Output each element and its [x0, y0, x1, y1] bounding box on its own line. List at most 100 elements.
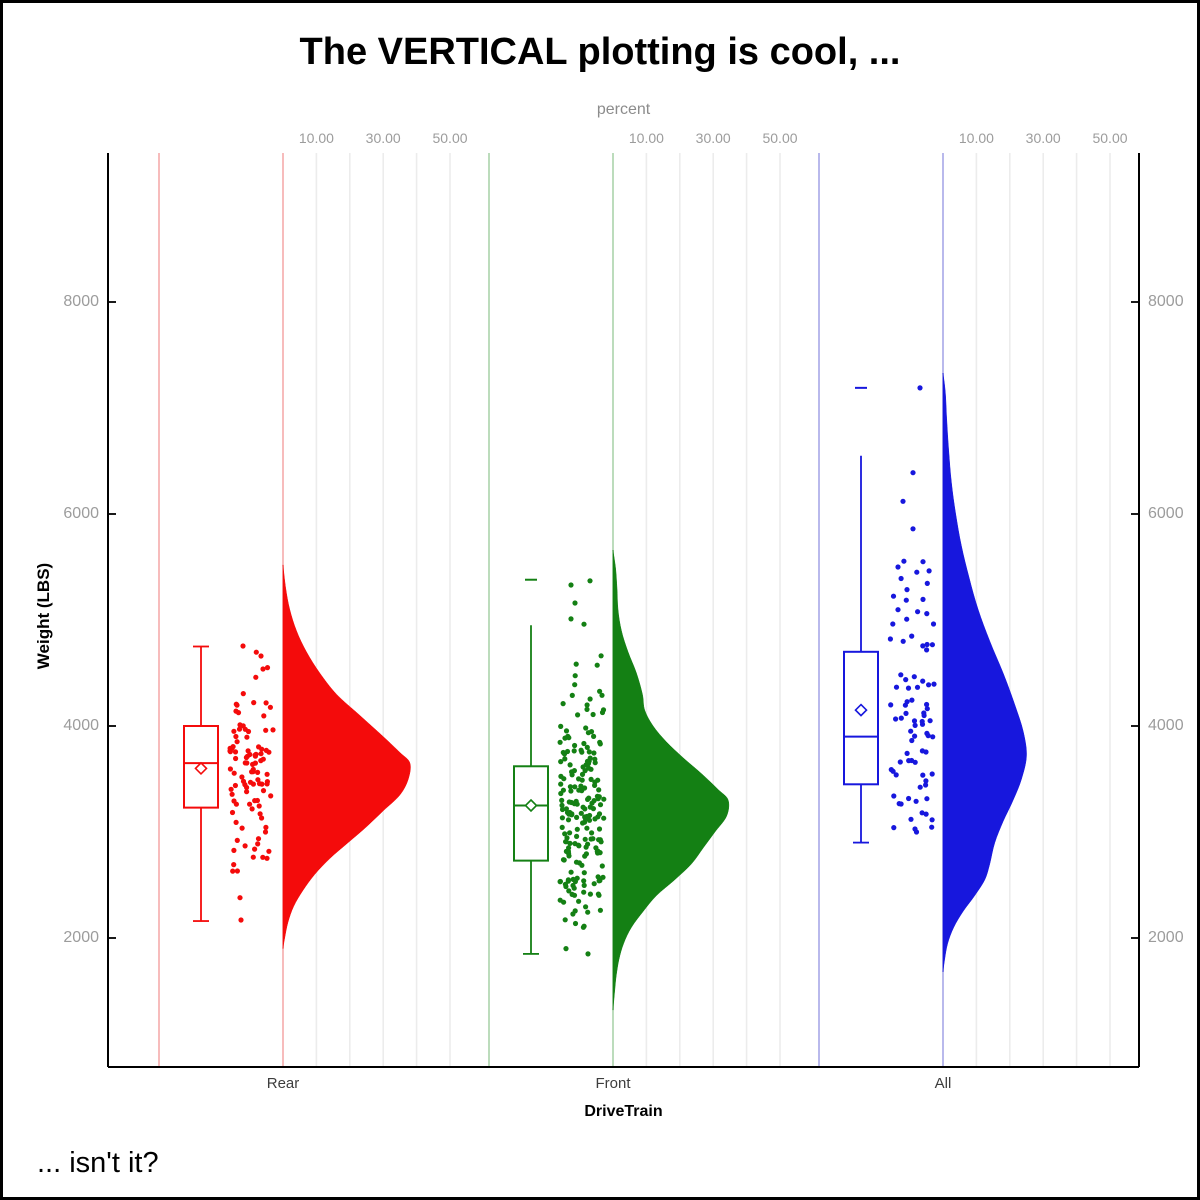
jitter-point-rear	[234, 837, 240, 844]
x-axis-title: DriveTrain	[584, 1103, 663, 1120]
jitter-point-rear	[242, 782, 248, 788]
jitter-point-front	[581, 878, 587, 884]
jitter-point-rear	[257, 811, 263, 817]
violin-all	[942, 372, 1027, 972]
jitter-point-all	[896, 801, 902, 807]
jitter-point-all	[925, 733, 931, 739]
jitter-point-all	[910, 526, 916, 532]
jitter-point-front	[586, 795, 592, 801]
jitter-point-rear	[232, 749, 239, 755]
jitter-point-front	[558, 773, 564, 780]
jitter-point-all	[895, 607, 901, 613]
jitter-point-front	[578, 810, 584, 816]
jitter-point-front	[583, 904, 589, 910]
footnote-text: ... isn't it?	[37, 1147, 159, 1179]
jitter-point-rear	[233, 819, 239, 826]
jitter-point-rear	[262, 829, 269, 835]
jitter-point-rear	[259, 815, 265, 821]
jitter-point-front	[562, 917, 568, 923]
jitter-point-rear	[252, 752, 258, 758]
jitter-point-all	[887, 636, 894, 642]
jitter-point-all	[888, 767, 894, 773]
jitter-point-rear	[235, 710, 242, 716]
jitter-point-front	[595, 814, 601, 820]
jitter-point-front	[582, 814, 588, 820]
jitter-point-front	[585, 909, 591, 915]
jitter-point-front	[599, 863, 605, 869]
jitter-point-all	[914, 684, 921, 690]
jitter-point-front	[576, 860, 583, 866]
jitter-point-front	[557, 739, 563, 745]
y-tick-label-left-4000: 4000	[63, 717, 99, 734]
jitter-point-front	[590, 836, 596, 842]
jitter-point-front	[585, 730, 592, 736]
mean-diamond-front	[524, 798, 538, 813]
jitter-point-rear	[263, 700, 269, 706]
category-label-front: Front	[595, 1075, 631, 1092]
jitter-point-front	[572, 920, 579, 927]
jitter-point-all	[927, 718, 933, 724]
jitter-point-front	[567, 840, 573, 847]
percent-tick-label-front-10.00: 10.00	[628, 130, 664, 146]
jitter-point-front	[568, 616, 574, 622]
jitter-point-rear	[245, 748, 251, 754]
jitter-point-rear	[268, 793, 274, 799]
jitter-point-front	[559, 824, 565, 831]
jitter-point-front	[574, 826, 580, 832]
jitter-point-all	[911, 718, 918, 724]
jitter-point-all	[888, 702, 894, 708]
violin-rear	[282, 564, 411, 949]
jitter-point-rear	[250, 781, 256, 787]
jitter-point-front	[559, 802, 565, 809]
jitter-point-rear	[250, 761, 256, 768]
jitter-point-front	[562, 735, 568, 741]
jitter-point-all	[917, 385, 923, 391]
jitter-point-all	[924, 580, 930, 587]
jitter-point-all	[893, 684, 900, 690]
jitter-point-rear	[261, 713, 267, 719]
jitter-point-front	[582, 836, 588, 842]
jitter-point-front	[584, 744, 590, 751]
jitter-point-all	[920, 643, 926, 649]
jitter-point-all	[910, 470, 916, 476]
jitter-point-front	[594, 662, 600, 668]
jitter-point-rear	[253, 649, 259, 655]
jitter-point-front	[594, 793, 601, 799]
jitter-point-rear	[267, 704, 273, 710]
jitter-point-all	[890, 593, 897, 599]
jitter-point-front	[588, 776, 594, 783]
violin-front	[612, 549, 730, 1011]
jitter-point-front	[589, 830, 595, 836]
plot-canvas	[107, 153, 1140, 1068]
jitter-point-front	[576, 898, 582, 904]
category-label-rear: Rear	[266, 1075, 300, 1092]
jitter-point-rear	[255, 777, 261, 783]
jitter-point-rear	[244, 734, 250, 740]
percent-tick-label-front-50.00: 50.00	[762, 130, 798, 146]
jitter-point-rear	[237, 895, 243, 901]
chart-title: The VERTICAL plotting is cool, ...	[299, 31, 901, 73]
y-tick-label-left-6000: 6000	[63, 505, 99, 522]
jitter-point-front	[564, 748, 571, 755]
jitter-point-all	[912, 826, 918, 832]
jitter-point-rear	[234, 739, 240, 745]
jitter-point-rear	[260, 756, 266, 762]
jitter-point-rear	[227, 749, 233, 755]
jitter-point-front	[598, 653, 604, 659]
jitter-point-front	[575, 712, 581, 718]
jitter-point-rear	[228, 786, 234, 792]
mean-diamond-all	[854, 703, 868, 717]
jitter-point-front	[574, 814, 580, 821]
jitter-point-front	[585, 761, 592, 767]
jitter-point-all	[895, 564, 901, 570]
jitter-point-rear	[260, 788, 267, 794]
jitter-point-all	[898, 672, 904, 678]
jitter-point-front	[581, 882, 587, 889]
jitter-point-all	[904, 750, 910, 757]
jitter-point-front	[564, 835, 570, 841]
jitter-point-rear	[245, 728, 252, 735]
jitter-point-rear	[255, 841, 261, 847]
jitter-point-front	[565, 817, 572, 823]
jitter-point-all	[915, 609, 921, 615]
jitter-point-rear	[229, 791, 235, 797]
